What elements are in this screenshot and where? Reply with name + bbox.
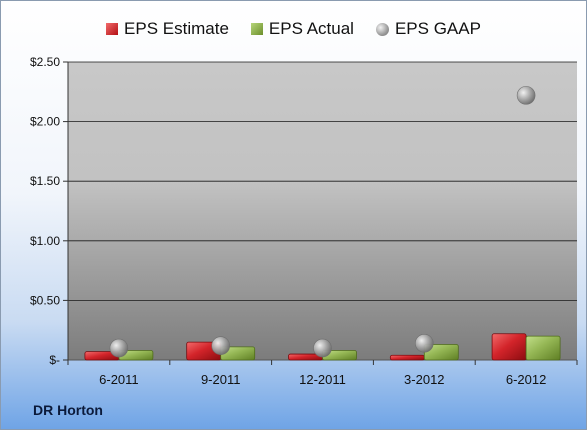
- marker-eps-gaap: [414, 334, 434, 353]
- x-tick-label: 9-2011: [201, 372, 241, 387]
- bar-eps-estimate: [389, 354, 425, 361]
- legend-swatch-eps-actual: [250, 23, 263, 35]
- y-tick-label: $1.00: [30, 234, 60, 248]
- legend-label-eps-actual: EPS Actual: [268, 19, 354, 38]
- y-tick-label: $1.50: [30, 174, 60, 188]
- legend-label-eps-gaap: EPS GAAP: [394, 19, 481, 38]
- marker-eps-gaap: [313, 338, 332, 358]
- x-tick-label: 3-2012: [404, 372, 444, 387]
- y-tick-label: $0.50: [30, 293, 60, 307]
- x-tick-label: 6-2012: [506, 372, 546, 387]
- legend-item-eps-gaap: EPS GAAP: [375, 19, 481, 39]
- legend-swatch-eps-estimate: [106, 23, 119, 35]
- legend-item-eps-actual: EPS Actual: [250, 19, 354, 39]
- marker-eps-gaap: [516, 86, 536, 105]
- marker-eps-gaap: [109, 338, 129, 358]
- legend-item-eps-estimate: EPS Estimate: [106, 19, 229, 39]
- x-tick-label: 12-2011: [299, 372, 346, 387]
- legend-swatch-eps-gaap: [375, 22, 389, 36]
- chart-legend: EPS Estimate EPS Actual EPS GAAP: [0, 14, 587, 44]
- marker-eps-gaap: [211, 336, 230, 355]
- y-tick-label: $2.00: [30, 115, 60, 129]
- bar-eps-estimate: [491, 333, 527, 361]
- bar-eps-actual: [525, 335, 561, 361]
- x-tick-label: 6-2011: [99, 372, 139, 387]
- y-tick-label: $-: [49, 353, 60, 367]
- y-tick-label: $2.50: [30, 55, 60, 69]
- legend-label-eps-estimate: EPS Estimate: [124, 19, 229, 38]
- plot-area: [68, 62, 577, 360]
- company-name: DR Horton: [33, 402, 103, 418]
